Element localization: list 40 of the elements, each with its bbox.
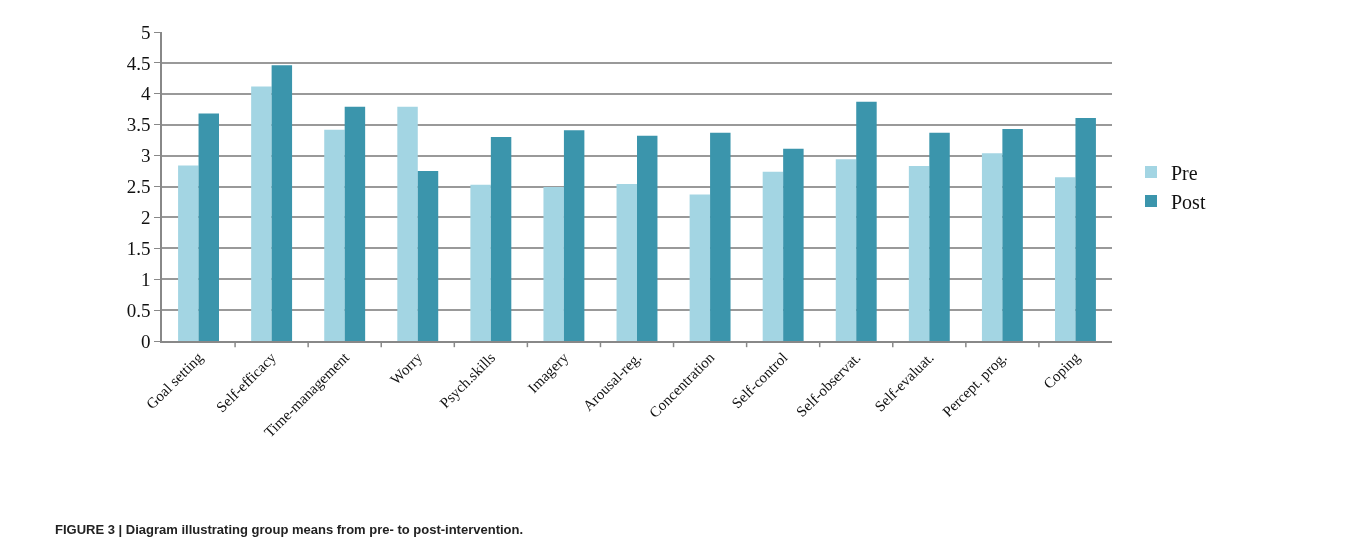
bar xyxy=(762,171,784,341)
y-tick-label: 2 xyxy=(140,207,151,229)
legend-label: Pre xyxy=(1171,161,1198,184)
y-tick-label: 1.5 xyxy=(126,237,151,259)
y-tick-label: 3 xyxy=(140,145,151,167)
bar xyxy=(616,184,637,341)
y-tick-label: 0 xyxy=(140,330,151,352)
bar xyxy=(981,153,1003,341)
bar xyxy=(490,137,512,341)
y-tick-label: 5 xyxy=(140,21,151,43)
bar xyxy=(397,106,418,341)
bar xyxy=(563,130,585,341)
bar xyxy=(689,194,711,341)
bar xyxy=(178,165,199,341)
bar xyxy=(835,159,857,341)
bar xyxy=(1055,177,1076,341)
y-tick-label: 4.5 xyxy=(126,52,151,74)
bar xyxy=(856,101,877,341)
bar xyxy=(710,132,731,341)
bar xyxy=(543,187,564,341)
bar xyxy=(908,166,930,341)
bar xyxy=(637,135,658,341)
bar xyxy=(251,86,272,341)
y-tick-label: 3.5 xyxy=(126,114,151,136)
bar xyxy=(271,65,293,341)
y-tick-label: 0.5 xyxy=(126,299,151,321)
bar xyxy=(783,148,804,341)
bar xyxy=(1002,129,1023,341)
bar xyxy=(344,106,366,341)
legend-label: Post xyxy=(1171,190,1206,213)
bar xyxy=(417,171,439,341)
bar xyxy=(929,132,950,341)
y-tick-label: 2.5 xyxy=(126,176,151,198)
bar xyxy=(470,184,491,341)
caption: FIGURE 3 | Diagram illustrating group means from pre- to post-intervention. xyxy=(55,522,524,537)
bar xyxy=(1075,117,1096,341)
y-tick-label: 4 xyxy=(140,83,151,105)
y-tick-label: 1 xyxy=(140,268,151,290)
bar xyxy=(198,113,219,341)
bar xyxy=(324,129,345,341)
